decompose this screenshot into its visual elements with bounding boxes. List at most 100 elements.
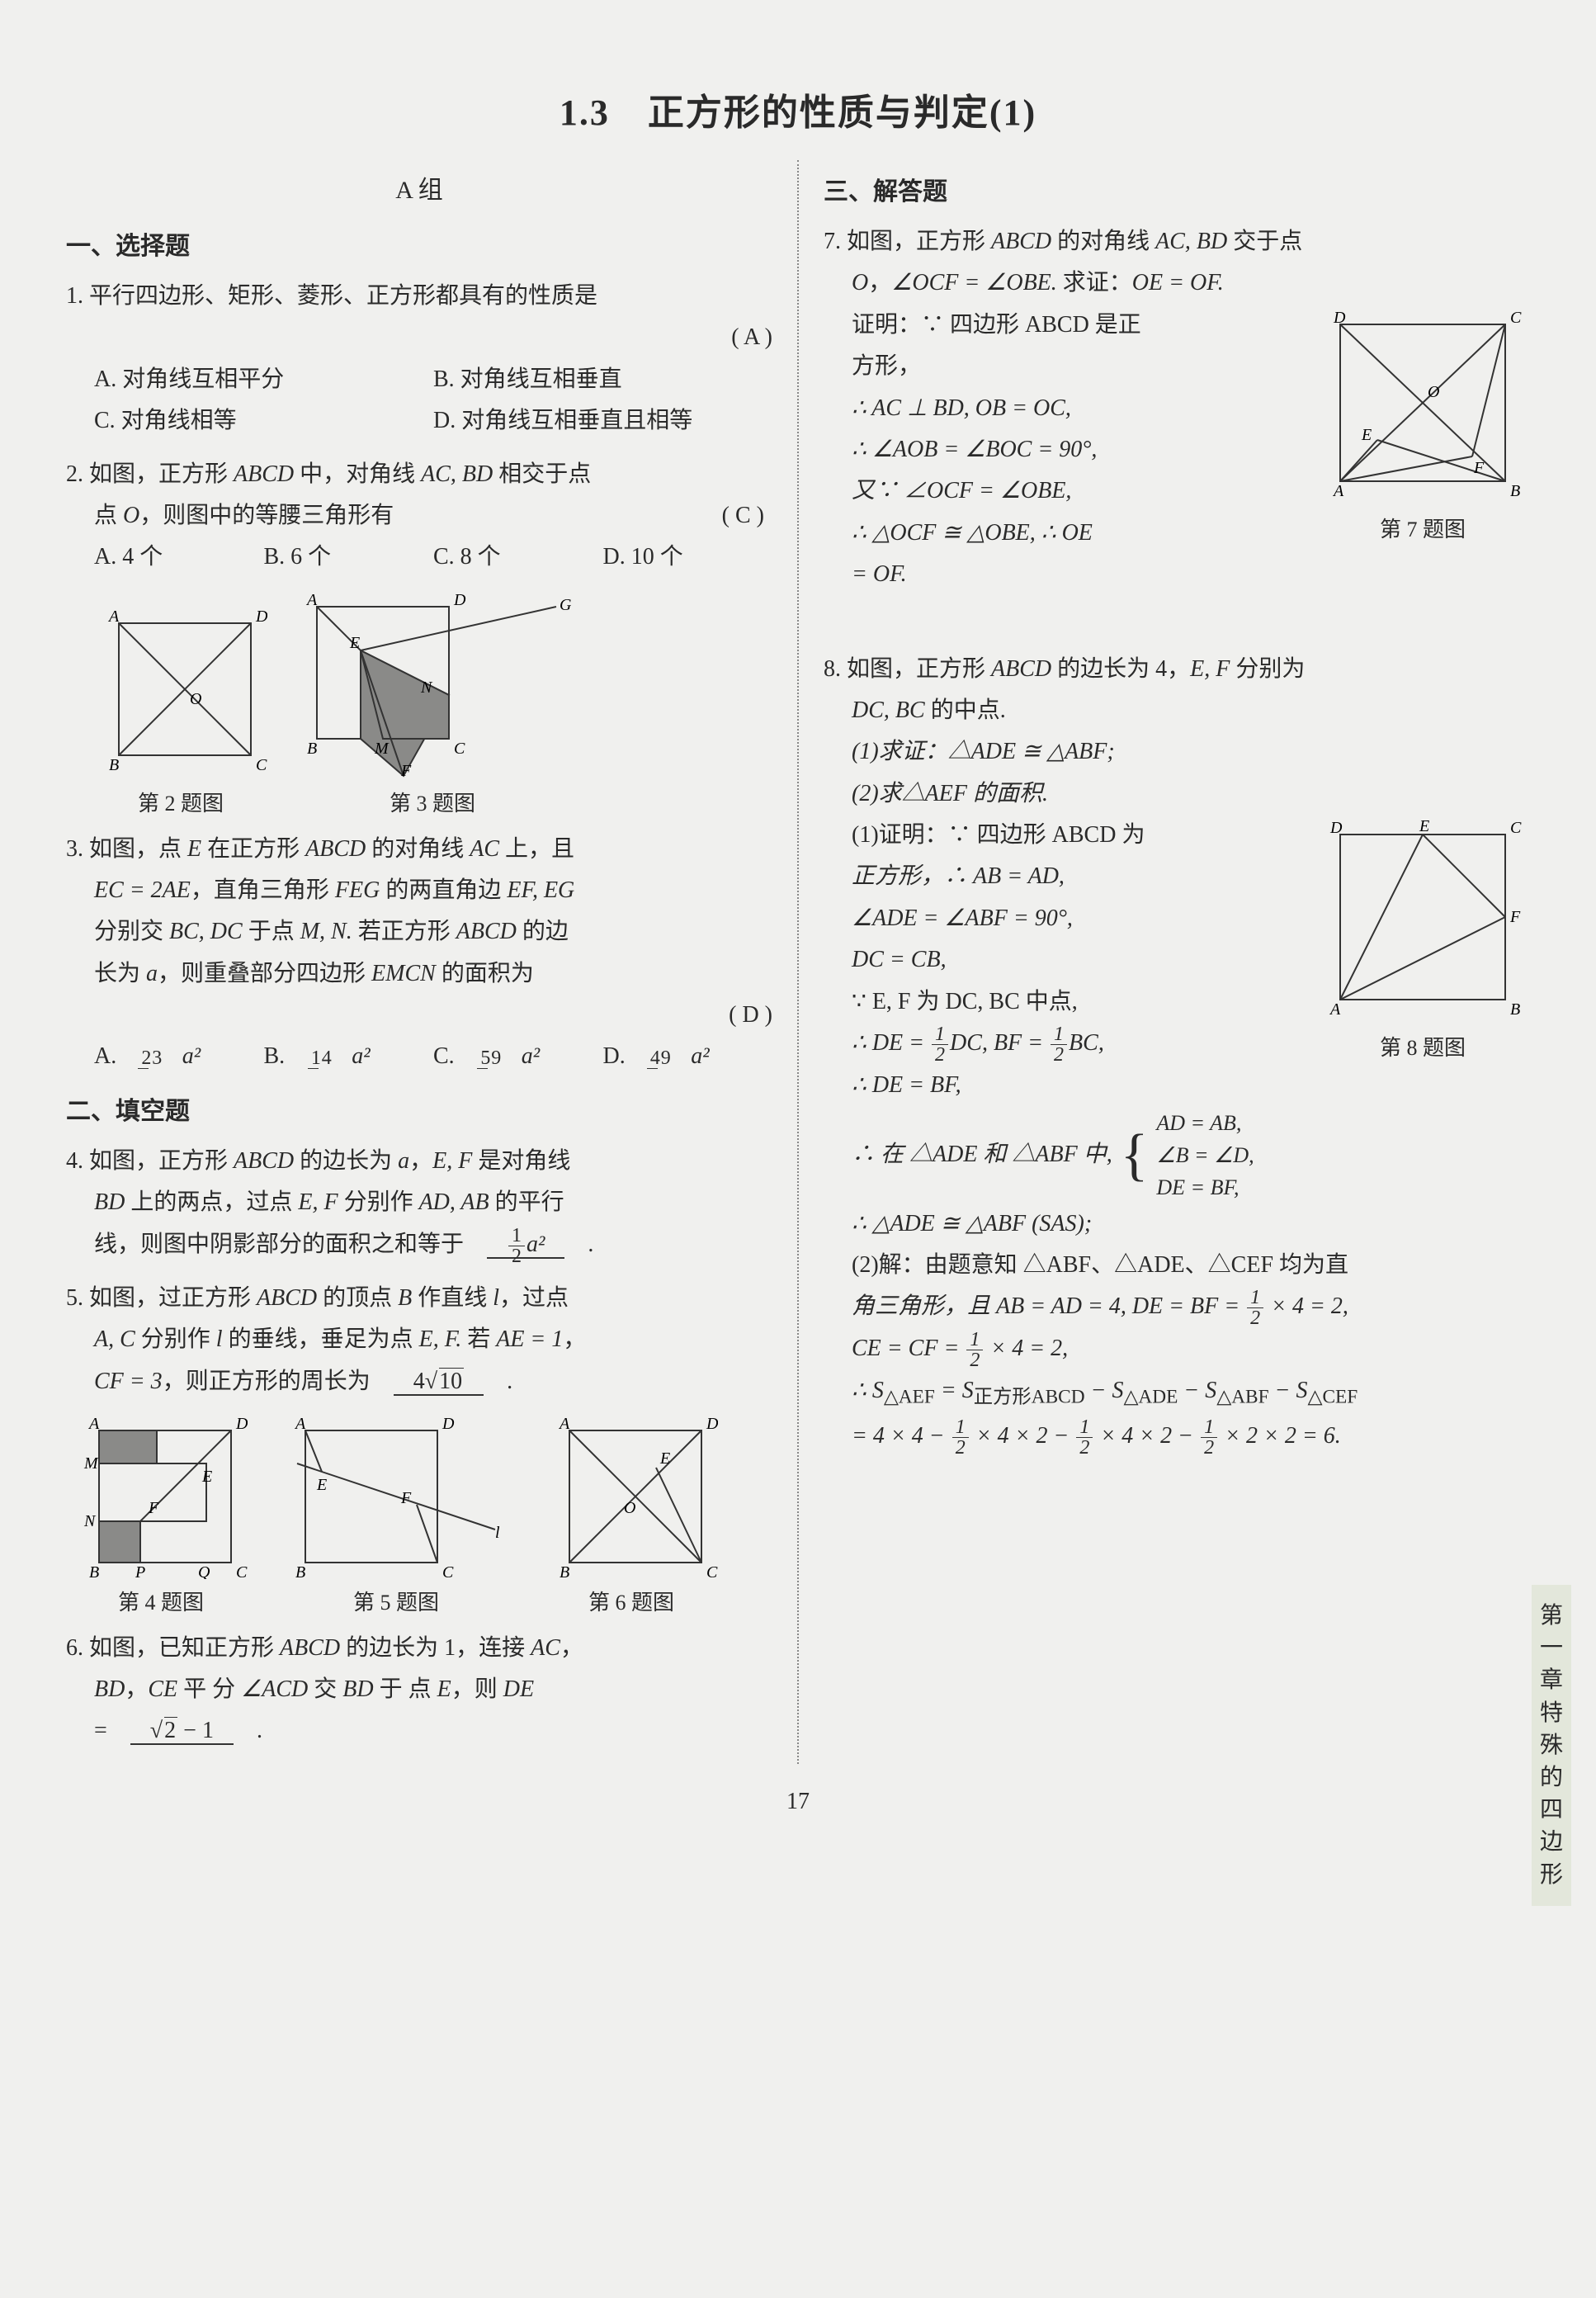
q4-blank: 12a² [487,1232,564,1259]
svg-text:F: F [1509,908,1521,926]
svg-text:A: A [1332,482,1344,500]
svg-text:B: B [109,756,119,774]
question-5: 5. 如图，过正方形 ABCD 的顶点 B 作直线 l，过点 A, C 分别作 … [66,1278,772,1402]
svg-text:D: D [235,1415,248,1433]
svg-text:C: C [1510,309,1522,327]
svg-text:A: A [294,1415,306,1433]
fig3-caption: 第 3 题图 [390,785,475,824]
q3-opt-c: C. 59a² [433,1036,603,1077]
figure-2: AD BC O 第 2 题图 [94,607,267,824]
question-1: 1. 平行四边形、矩形、菱形、正方形都具有的性质是 ( A ) A. 对角线互相… [66,276,772,442]
svg-text:P: P [135,1563,145,1579]
question-2: 2. 如图，正方形 ABCD 中，对角线 AC, BD 相交于点 点 O，则图中… [66,454,772,579]
svg-text:C: C [1510,819,1522,837]
figure-2-svg: AD BC O [94,607,267,780]
question-4: 4. 如图，正方形 ABCD 的边长为 a，E, F 是对角线 BD 上的两点，… [66,1141,772,1266]
svg-text:M: M [83,1454,99,1473]
q1-opt-a: A. 对角线互相平分 [94,359,433,400]
svg-text:C: C [236,1563,248,1579]
group-a-label: A 组 [66,168,772,213]
two-column-layout: A 组 一、选择题 1. 平行四边形、矩形、菱形、正方形都具有的性质是 ( A … [66,160,1530,1764]
svg-text:B: B [307,740,317,758]
svg-text:B: B [560,1563,569,1579]
figure-3: AD BC EN MG F 第 3 题图 [292,590,573,824]
svg-text:B: B [1510,1000,1520,1019]
svg-text:A: A [107,608,120,626]
q1-opt-c: C. 对角线相等 [94,400,433,442]
section-1-heading: 一、选择题 [66,225,772,269]
q2-stem-line2: 点 O，则图中的等腰三角形有 ( C ) [94,495,772,537]
q8-p12: CE = CF = 12 × 4 = 2, [852,1328,1530,1370]
figure-8-svg: DC AB EF [1315,818,1530,1024]
svg-text:O: O [624,1499,635,1517]
figure-7-svg: DC AB O EF [1315,308,1530,506]
fig-row-2-3: AD BC O 第 2 题图 [94,590,772,824]
q8-p10: (2)解：由题意知 △ABF、△ADE、△CEF 均为直 [852,1245,1530,1286]
svg-text:N: N [83,1512,97,1530]
figure-4-svg: AD BC MN FE PQ [74,1414,248,1579]
q6-blank: √2 − 1 [130,1718,234,1745]
section-3-heading: 三、解答题 [824,170,1530,215]
figure-4: AD BC MN FE PQ 第 4 题图 [74,1414,248,1623]
svg-text:M: M [374,740,390,758]
fig-row-4-5-6: A D B C M N F E P Q 第 4 题图 [74,1414,772,1623]
svg-text:E: E [659,1449,670,1468]
page-number: 17 [66,1789,1530,1815]
q8-part2: (2)求△AEF 的面积. [852,773,1530,815]
svg-text:l: l [495,1524,500,1542]
svg-text:F: F [1473,459,1485,477]
svg-text:C: C [442,1563,454,1579]
q1-opt-d: D. 对角线互相垂直且相等 [433,400,772,442]
svg-text:F: F [148,1499,159,1517]
side-tab: 第一章 特殊的四边形 [1532,1585,1571,1906]
svg-text:E: E [1419,818,1429,835]
question-8: 8. 如图，正方形 ABCD 的边长为 4，E, F 分别为 DC, BC 的中… [824,649,1530,1459]
q2-stem: 2. 如图，正方形 ABCD 中，对角线 AC, BD 相交于点 [66,454,772,495]
q1-opt-b: B. 对角线互相垂直 [433,359,772,400]
fig2-caption: 第 2 题图 [138,785,224,824]
column-divider [797,160,799,1764]
svg-text:F: F [400,1489,412,1507]
figure-3-svg: AD BC EN MG F [292,590,573,780]
q8-p8: ∴ 在 △ADE 和 △ABF 中, { AD = AB, ∠B = ∠D, D… [852,1107,1530,1203]
svg-text:E: E [1361,426,1372,444]
svg-text:D: D [441,1415,455,1433]
q8-p13: ∴ S△AEF = S正方形ABCD − S△ADE − S△ABF − S△C… [852,1370,1530,1416]
svg-text:A: A [87,1415,100,1433]
fig8-caption: 第 8 题图 [1380,1029,1466,1068]
fig4-caption: 第 4 题图 [118,1584,204,1623]
svg-text:E: E [201,1468,212,1486]
q2-opt-d: D. 10 个 [603,537,773,578]
svg-text:A: A [558,1415,570,1433]
svg-text:E: E [316,1476,327,1494]
fig5-caption: 第 5 题图 [353,1584,439,1623]
q2-answer: ( C ) [722,495,764,537]
q7-proof-7: = OF. [852,554,1530,595]
svg-text:O: O [1428,383,1439,401]
svg-text:B: B [295,1563,305,1579]
figure-8: DC AB EF 第 8 题图 [1315,818,1530,1068]
svg-text:F: F [400,762,412,780]
svg-text:Q: Q [198,1563,210,1579]
q8-part1: (1)求证：△ADE ≅ △ABF; [852,731,1530,773]
q3-answer: ( D ) [66,995,772,1036]
q8-p14: = 4 × 4 − 12 × 4 × 2 − 12 × 4 × 2 − 12 ×… [852,1416,1530,1458]
q8-p9: ∴ △ADE ≅ △ABF (SAS); [852,1203,1530,1245]
svg-text:A: A [305,591,318,609]
question-6: 6. 如图，已知正方形 ABCD 的边长为 1，连接 AC， BD，CE 平 分… [66,1628,772,1752]
svg-text:D: D [453,591,466,609]
figure-7: DC AB O EF 第 7 题图 [1315,308,1530,550]
q1-stem: 1. 平行四边形、矩形、菱形、正方形都具有的性质是 [66,276,772,317]
q1-answer: ( A ) [66,317,772,358]
svg-text:O: O [190,690,201,708]
q3-opt-b: B. 14a² [264,1036,434,1077]
figure-6: AD BC EO 第 6 题图 [545,1414,718,1623]
q8-p7: ∴ DE = BF, [852,1065,1530,1106]
section-2-heading: 二、填空题 [66,1090,772,1134]
page-title: 1.3 正方形的性质与判定(1) [66,83,1530,135]
figure-6-svg: AD BC EO [545,1414,718,1579]
fig7-caption: 第 7 题图 [1380,511,1466,550]
svg-text:D: D [255,608,267,626]
figure-5: A D B C E F l 第 5 题图 [289,1414,503,1623]
q2-opt-a: A. 4 个 [94,537,264,578]
